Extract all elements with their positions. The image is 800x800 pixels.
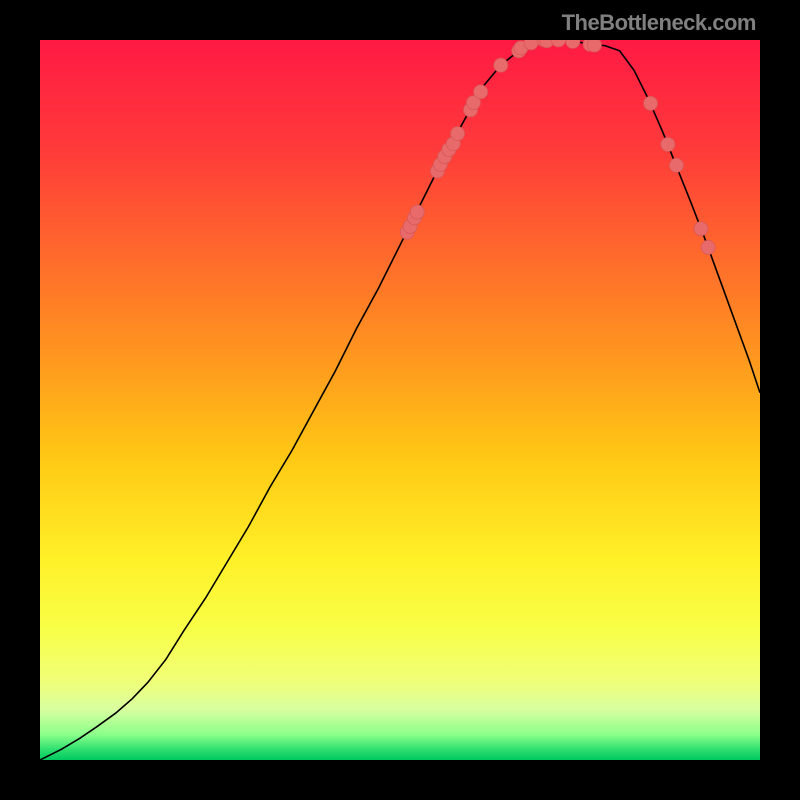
data-marker [644, 96, 658, 110]
data-marker [451, 127, 465, 141]
data-marker [524, 40, 538, 50]
data-marker [494, 58, 508, 72]
data-marker [474, 85, 488, 99]
data-marker [410, 205, 424, 219]
data-marker [694, 222, 708, 236]
data-marker [701, 240, 715, 254]
data-marker [661, 137, 675, 151]
plot-area [40, 40, 760, 760]
data-marker [669, 158, 683, 172]
chart-background [40, 40, 760, 760]
watermark-text: TheBottleneck.com [562, 10, 756, 36]
chart-container: TheBottleneck.com [0, 0, 800, 800]
data-marker [587, 40, 601, 52]
chart-svg [40, 40, 760, 760]
